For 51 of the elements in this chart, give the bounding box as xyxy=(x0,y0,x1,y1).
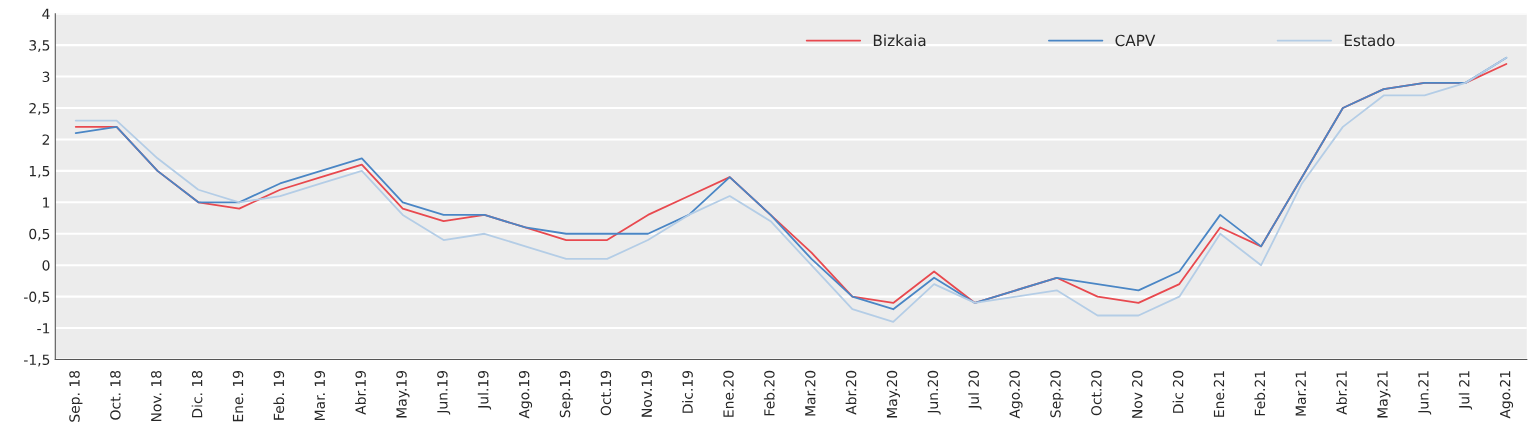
y-tick-label: -1 xyxy=(37,323,50,334)
y-tick-label: -0,5 xyxy=(24,291,50,304)
x-tick-label: Ago.19 xyxy=(518,370,533,419)
x-tick-label: Mar.21 xyxy=(1295,371,1306,416)
legend-label: Estado xyxy=(1344,34,1395,47)
x-tick-label: Dic.19 xyxy=(682,370,693,413)
x-tick-label: Sep.20 xyxy=(1050,370,1064,418)
x-tick-label: Sep. 18 xyxy=(69,370,83,422)
y-tick-label: -1,5 xyxy=(24,354,50,367)
legend-label: CAPV xyxy=(1115,34,1156,47)
x-tick-label: Feb.20 xyxy=(763,370,775,416)
x-tick-label: Oct.19 xyxy=(600,370,612,416)
x-tick-label: Nov. 18 xyxy=(151,370,162,422)
x-tick-label: Ene. 19 xyxy=(232,370,244,422)
y-tick-label: 0 xyxy=(42,260,50,271)
y-tick-label: 2,5 xyxy=(29,102,50,115)
x-tick-label: Feb. 19 xyxy=(273,370,285,420)
y-tick-label: 3,5 xyxy=(29,40,50,53)
x-tick-label: Oct.20 xyxy=(1091,370,1102,416)
y-tick-label: 4 xyxy=(42,8,50,19)
x-tick-label: Abr.20 xyxy=(845,370,857,415)
x-tick-label: Ene.21 xyxy=(1213,371,1225,417)
x-tick-label: Jun.19 xyxy=(437,370,451,415)
x-tick-label: Oct. 18 xyxy=(110,370,121,420)
x-tick-label: May.19 xyxy=(396,370,410,418)
x-tick-label: Mar. 19 xyxy=(314,370,326,421)
x-tick-label: Nov.19 xyxy=(641,370,653,417)
x-tick-label: Jun.21 xyxy=(1418,371,1432,415)
y-tick-label: 2 xyxy=(42,134,50,145)
x-tick-label: Dic 20 xyxy=(1172,370,1184,413)
x-tick-label: Dic. 18 xyxy=(191,370,203,418)
x-tick-label: Abr.19 xyxy=(355,370,366,415)
x-tick-label: May.21 xyxy=(1377,371,1391,418)
x-tick-label: Jul.19 xyxy=(477,370,492,410)
y-tick-label: 0,5 xyxy=(29,228,50,241)
x-tick-label: Sep.19 xyxy=(559,370,573,418)
x-tick-label: Mar.20 xyxy=(805,370,816,416)
x-tick-label: Nov 20 xyxy=(1132,370,1143,418)
x-tick-label: May.20 xyxy=(886,370,900,418)
legend-label: Bizkaia xyxy=(873,34,926,47)
x-tick-label: Ago.20 xyxy=(1009,370,1023,419)
y-tick-label: 3 xyxy=(42,71,50,83)
x-tick-label: Jul 21 xyxy=(1458,371,1473,410)
x-tick-label: Ago.21 xyxy=(1499,371,1514,419)
x-tick-label: Jul 20 xyxy=(968,370,982,410)
y-tick-label: 1 xyxy=(43,197,50,208)
x-tick-label: Ene.20 xyxy=(723,370,734,417)
x-tick-label: Abr.21 xyxy=(1336,371,1347,415)
x-tick-label: Feb.21 xyxy=(1254,371,1266,416)
x-tick-label: Jun.20 xyxy=(927,370,941,415)
y-tick-label: 1,5 xyxy=(29,166,50,178)
